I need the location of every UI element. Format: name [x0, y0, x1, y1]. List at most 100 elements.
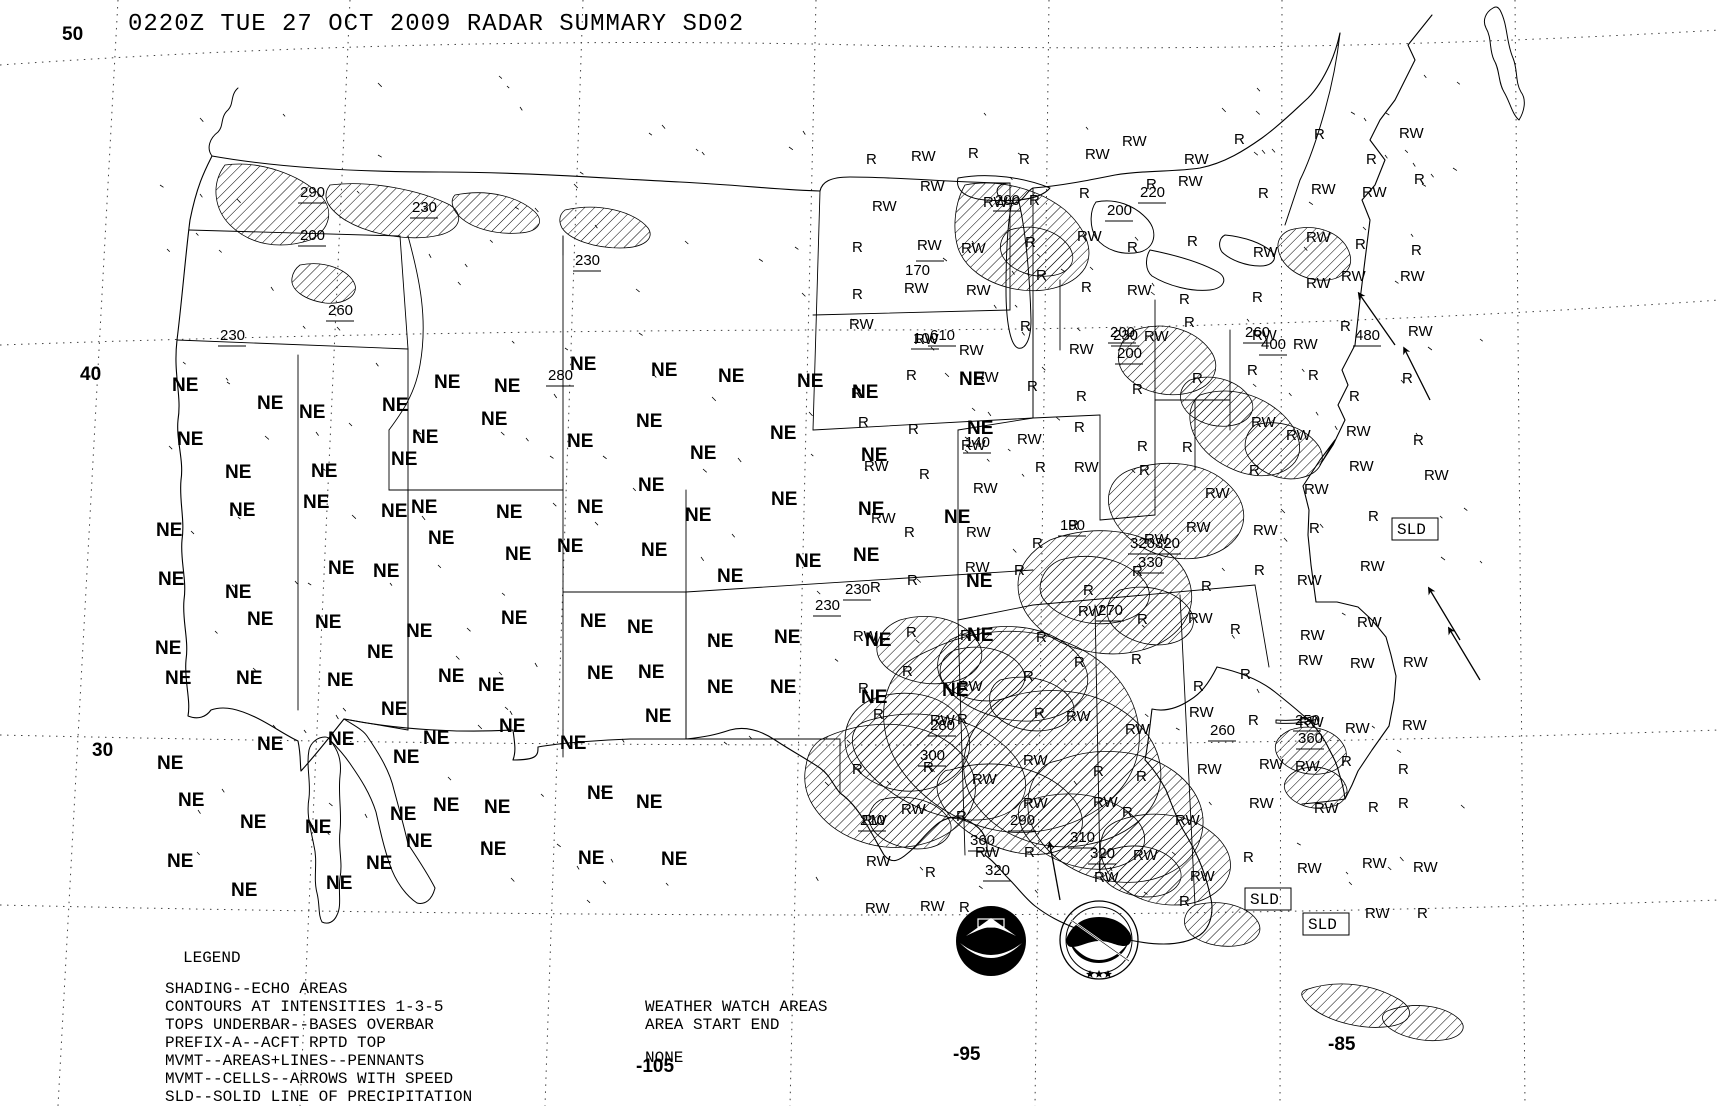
svg-text:200: 200: [300, 227, 325, 244]
svg-text:R: R: [968, 145, 979, 162]
svg-text:RW: RW: [1175, 812, 1201, 829]
svg-text:NE: NE: [247, 609, 273, 630]
svg-text:NE: NE: [157, 753, 183, 774]
svg-text:R: R: [907, 572, 918, 589]
svg-text:NE: NE: [774, 627, 800, 648]
svg-text:R: R: [959, 899, 970, 916]
svg-text:R: R: [919, 466, 930, 483]
svg-text:RW: RW: [1345, 720, 1371, 737]
svg-text:R: R: [1132, 563, 1143, 580]
svg-text:R: R: [1074, 419, 1085, 436]
svg-text:NE: NE: [433, 795, 459, 816]
svg-text:NE: NE: [177, 429, 203, 450]
svg-text:R: R: [858, 680, 869, 697]
svg-text:NE: NE: [557, 536, 583, 557]
svg-text:-95: -95: [953, 1044, 981, 1065]
svg-text:R: R: [1036, 267, 1047, 284]
svg-text:RW: RW: [920, 178, 946, 195]
svg-text:NE: NE: [707, 677, 733, 698]
svg-text:RW: RW: [1188, 610, 1214, 627]
svg-text:R: R: [1081, 279, 1092, 296]
svg-text:RW: RW: [1408, 323, 1434, 340]
svg-text:360: 360: [1298, 730, 1323, 747]
svg-text:RW: RW: [911, 148, 937, 165]
svg-text:NE: NE: [225, 462, 251, 483]
svg-text:R: R: [1341, 753, 1352, 770]
svg-text:NE: NE: [438, 666, 464, 687]
svg-text:SLD: SLD: [1250, 891, 1279, 909]
svg-text:RW: RW: [1295, 758, 1321, 775]
svg-text:RW: RW: [1341, 268, 1367, 285]
svg-text:R: R: [1258, 185, 1269, 202]
svg-text:RW: RW: [1400, 268, 1426, 285]
svg-text:NE: NE: [393, 747, 419, 768]
svg-text:NONE: NONE: [645, 1049, 683, 1067]
svg-text:RW: RW: [1205, 485, 1231, 502]
svg-text:NE: NE: [391, 449, 417, 470]
svg-text:RW: RW: [920, 898, 946, 915]
svg-text:RW: RW: [1184, 151, 1210, 168]
svg-text:RW: RW: [1144, 328, 1170, 345]
svg-text:NE: NE: [484, 797, 510, 818]
svg-text:RW: RW: [1259, 756, 1285, 773]
svg-text:RW: RW: [1189, 704, 1215, 721]
svg-text:R: R: [1252, 289, 1263, 306]
svg-text:R: R: [1019, 151, 1030, 168]
svg-text:260: 260: [328, 302, 353, 319]
svg-text:R: R: [957, 711, 968, 728]
svg-text:200: 200: [1107, 202, 1132, 219]
svg-text:R: R: [1027, 378, 1038, 395]
svg-text:RW: RW: [1249, 795, 1275, 812]
svg-text:R: R: [1029, 192, 1040, 209]
svg-text:RW: RW: [1403, 654, 1429, 671]
svg-text:R: R: [1036, 629, 1047, 646]
svg-text:R: R: [923, 759, 934, 776]
svg-text:RW: RW: [1402, 717, 1428, 734]
svg-text:R: R: [1368, 799, 1379, 816]
svg-text:NE: NE: [406, 831, 432, 852]
svg-text:RW: RW: [917, 237, 943, 254]
svg-text:NE: NE: [718, 366, 744, 387]
svg-text:NE: NE: [641, 540, 667, 561]
svg-text:PREFIX-A--ACFT RPTD TOP: PREFIX-A--ACFT RPTD TOP: [165, 1034, 386, 1052]
svg-text:R: R: [1417, 905, 1428, 922]
svg-text:RW: RW: [1297, 572, 1323, 589]
svg-text:NE: NE: [412, 427, 438, 448]
svg-text:NE: NE: [771, 489, 797, 510]
svg-text:NE: NE: [156, 520, 182, 541]
svg-text:RW: RW: [966, 282, 992, 299]
svg-text:R: R: [960, 627, 971, 644]
svg-text:480: 480: [1355, 327, 1380, 344]
svg-text:MVMT--CELLS--ARROWS WITH SPEED: MVMT--CELLS--ARROWS WITH SPEED: [165, 1070, 453, 1088]
svg-text:320: 320: [985, 862, 1010, 879]
svg-text:RW: RW: [1023, 752, 1049, 769]
svg-text:NE: NE: [478, 675, 504, 696]
svg-text:NE: NE: [636, 792, 662, 813]
svg-text:NE: NE: [967, 418, 993, 439]
svg-text:R: R: [1184, 314, 1195, 331]
svg-text:NE: NE: [257, 734, 283, 755]
svg-text:RW: RW: [914, 331, 940, 348]
svg-text:NE: NE: [158, 569, 184, 590]
svg-text:NE: NE: [496, 502, 522, 523]
svg-text:NE: NE: [587, 663, 613, 684]
svg-text:MVMT--AREAS+LINES--PENNANTS: MVMT--AREAS+LINES--PENNANTS: [165, 1052, 424, 1070]
svg-text:R: R: [1243, 849, 1254, 866]
svg-text:RW: RW: [961, 437, 987, 454]
svg-text:NE: NE: [305, 817, 331, 838]
svg-text:RW: RW: [901, 801, 927, 818]
svg-text:RW: RW: [965, 559, 991, 576]
svg-text:RW: RW: [1346, 423, 1372, 440]
svg-text:R: R: [1076, 388, 1087, 405]
svg-text:NE: NE: [326, 873, 352, 894]
svg-text:R: R: [1035, 459, 1046, 476]
svg-text:R: R: [852, 239, 863, 256]
svg-text:RW: RW: [849, 316, 875, 333]
svg-text:RW: RW: [1293, 336, 1319, 353]
svg-text:230: 230: [845, 581, 870, 598]
svg-text:290: 290: [300, 184, 325, 201]
svg-text:-85: -85: [1328, 1034, 1356, 1055]
svg-text:R: R: [1249, 462, 1260, 479]
svg-text:RW: RW: [1413, 859, 1439, 876]
svg-text:R: R: [904, 524, 915, 541]
